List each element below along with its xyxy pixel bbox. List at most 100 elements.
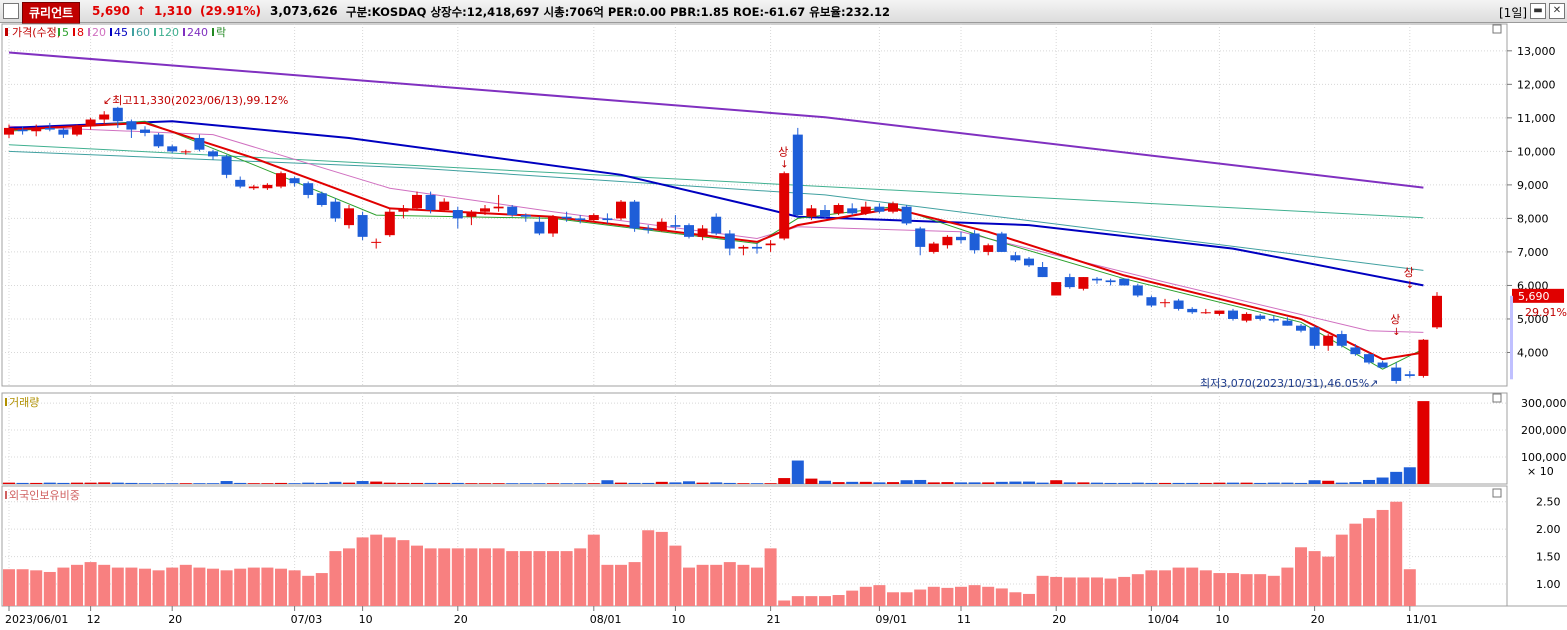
close-icon[interactable]: ✕ [1549, 3, 1565, 19]
volume-bar [968, 482, 981, 484]
volume-bar [846, 481, 859, 484]
legend-swatch [183, 28, 185, 36]
volume-bar [166, 483, 179, 484]
candle-body [1241, 313, 1252, 321]
foreign-bar [832, 595, 845, 606]
volume-bar [519, 483, 532, 484]
candle-body [1132, 285, 1143, 296]
foreign-bar [587, 534, 600, 606]
foreign-bar [1104, 578, 1117, 606]
legend-swatch [212, 28, 214, 36]
volume-bar [1091, 482, 1103, 484]
volume-bar [914, 479, 927, 484]
foreign-bar [1172, 567, 1185, 606]
foreign-bar [1145, 570, 1158, 606]
candle-body [656, 221, 667, 231]
volume-bar [57, 482, 70, 484]
volume-bar [723, 482, 736, 484]
foreign-bar [1186, 567, 1199, 606]
foreign-bar [193, 567, 206, 606]
limit-up-label: 상 [778, 145, 788, 158]
volume-bar [547, 483, 559, 484]
foreign-y-tick-label: 2.50 [1536, 496, 1561, 509]
stock-name-badge[interactable]: 큐리언트 [22, 2, 81, 24]
foreign-y-tick-label: 1.00 [1536, 578, 1561, 591]
legend-swatch [58, 28, 60, 36]
volume-bar [832, 482, 845, 484]
volume-bar [43, 482, 56, 484]
volume-bar [1131, 482, 1144, 484]
foreign-bar [1131, 574, 1144, 606]
panel-frame [1, 392, 1508, 485]
panel-minimize-icon [1492, 24, 1502, 34]
candle-body [180, 151, 191, 153]
volume-bar [995, 481, 1008, 484]
price-y-tick-label: 9,000 [1517, 179, 1549, 192]
price-y-tick-label: 13,000 [1517, 45, 1556, 58]
volume-bar [574, 483, 587, 484]
candle-body [1092, 278, 1102, 281]
candle-body [1214, 310, 1225, 314]
volume-bar [710, 482, 723, 484]
volume-y-tick-label: 300,000 [1521, 397, 1567, 410]
candle-body [235, 179, 246, 187]
foreign-bar [519, 551, 532, 606]
candle-body [17, 129, 28, 132]
foreign-bar [247, 567, 260, 606]
volume-bar [1104, 482, 1117, 484]
candle-body [1078, 277, 1089, 289]
volume-bar [955, 482, 967, 484]
candle-body [996, 233, 1007, 252]
legend-label: 60 [136, 26, 150, 39]
candle-body [724, 233, 735, 249]
foreign-bar [1213, 573, 1226, 606]
volume-bar [139, 483, 151, 484]
candle-body [983, 245, 994, 252]
volume-bar [479, 483, 491, 484]
foreign-bar [383, 537, 396, 606]
foreign-bar [207, 568, 219, 606]
candle-body [4, 127, 14, 135]
x-tick-label: 10 [359, 613, 373, 626]
candle-body [901, 206, 912, 224]
current-change-pct: 29.91% [1525, 306, 1567, 319]
candle-body [684, 225, 694, 237]
candle-body [738, 246, 749, 249]
checkbox-icon[interactable] [3, 3, 19, 19]
x-tick-label: 12 [87, 613, 101, 626]
foreign-bar [139, 568, 151, 606]
foreign-bar [927, 586, 940, 606]
volume-y-tick-label: 100,000 [1521, 451, 1567, 464]
candle-body [1350, 347, 1361, 355]
candle-body [289, 178, 300, 184]
candle-body [452, 210, 463, 219]
candle-body [480, 208, 490, 212]
foreign-bar [451, 548, 464, 606]
volume-bar [288, 483, 301, 484]
volume-bar [587, 483, 600, 484]
legend-marker [5, 28, 8, 36]
volume-bar [1308, 480, 1321, 484]
foreign-bar [955, 586, 967, 606]
limit-up-arrow: ↓ [780, 159, 788, 170]
foreign-bar [1199, 570, 1212, 606]
candle-body [874, 206, 885, 212]
legend-swatch [154, 28, 156, 36]
legend-label: 45 [114, 26, 128, 39]
foreign-bar [98, 564, 111, 606]
volume-bar [1199, 482, 1212, 484]
volume-bar [1417, 401, 1430, 484]
foreign-bar [737, 564, 750, 606]
current-price-tag [1512, 288, 1564, 303]
minimize-icon[interactable]: ▬ [1530, 3, 1546, 19]
period-label[interactable]: [1일] [1499, 6, 1528, 20]
volume-bar [1186, 482, 1199, 484]
candle-body [99, 114, 110, 120]
foreign-bar [1349, 523, 1362, 606]
volume-bar [887, 482, 899, 484]
volume-bar [1267, 482, 1280, 484]
volume-bar [1172, 482, 1185, 484]
candle-body [425, 194, 436, 211]
volume-bar [179, 483, 192, 484]
candle-body [860, 206, 871, 214]
